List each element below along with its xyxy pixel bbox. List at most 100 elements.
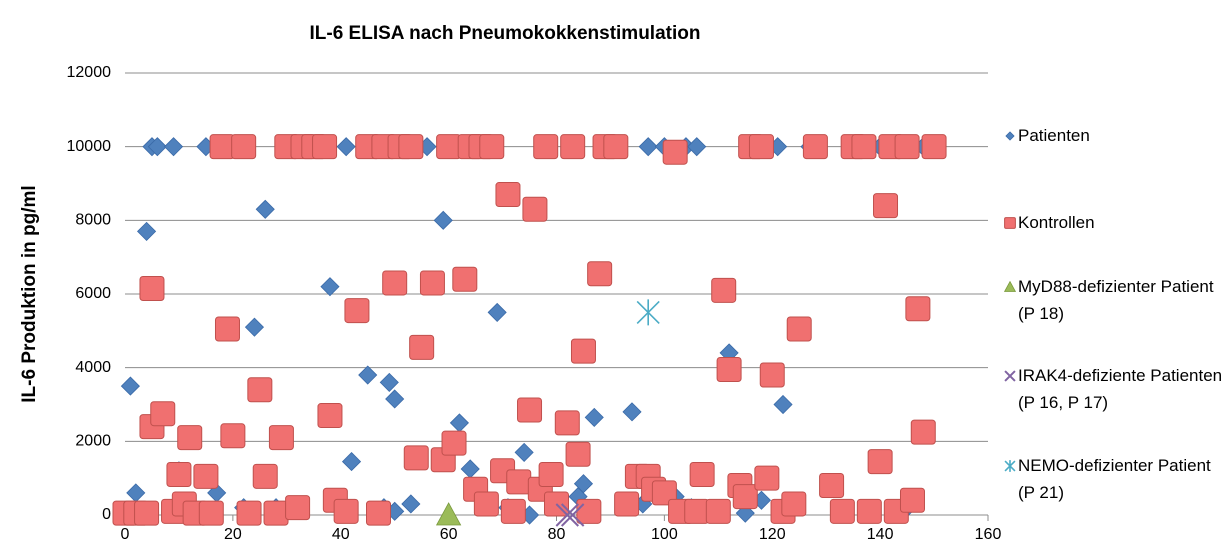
point <box>452 266 478 292</box>
point <box>495 182 521 208</box>
point <box>560 134 586 160</box>
point <box>538 461 564 487</box>
x-tick-label: 20 <box>224 526 242 543</box>
point <box>285 495 311 521</box>
point <box>614 491 640 517</box>
point <box>366 500 392 526</box>
point <box>382 270 408 296</box>
point <box>403 445 429 471</box>
point <box>460 459 480 479</box>
point <box>856 498 882 524</box>
point <box>921 134 947 160</box>
point <box>333 498 359 524</box>
point <box>910 419 936 445</box>
point <box>732 484 758 510</box>
point <box>312 134 338 160</box>
point <box>506 469 532 495</box>
y-axis-label: IL-6 Produktion in pg/ml <box>19 185 40 402</box>
point <box>336 137 356 157</box>
point <box>487 302 507 322</box>
point <box>139 275 165 301</box>
legend-marker <box>1004 460 1016 472</box>
point <box>177 425 203 451</box>
point <box>120 376 140 396</box>
legend-label: Patienten <box>1018 126 1090 145</box>
point <box>166 461 192 487</box>
point <box>150 401 176 427</box>
point <box>479 134 505 160</box>
point <box>554 410 580 436</box>
point <box>773 394 793 415</box>
legend-label: MyD88-defizienter Patient (P 18) <box>1018 277 1214 323</box>
point <box>1004 370 1016 382</box>
y-tick-label: 6000 <box>75 285 111 302</box>
point <box>134 500 160 526</box>
point <box>268 425 294 451</box>
point <box>137 221 157 241</box>
point <box>819 473 845 499</box>
point <box>435 502 462 526</box>
point <box>716 357 742 383</box>
legend-entry: Patienten <box>1004 122 1229 149</box>
point <box>441 430 467 456</box>
legend-marker <box>1004 281 1016 292</box>
point <box>584 407 604 427</box>
point <box>565 441 591 467</box>
x-tick-label: 100 <box>651 526 678 543</box>
point <box>436 134 462 160</box>
point <box>570 338 596 364</box>
point <box>449 413 469 433</box>
y-tick-label: 4000 <box>75 359 111 376</box>
point <box>555 503 579 527</box>
point <box>603 134 629 160</box>
point <box>754 465 780 491</box>
point <box>255 199 275 219</box>
point <box>147 137 167 157</box>
point <box>126 483 146 503</box>
point <box>781 491 807 517</box>
legend-marker <box>1004 217 1016 229</box>
y-tick-label: 12000 <box>67 64 112 81</box>
y-tick-label: 10000 <box>67 138 112 155</box>
point <box>220 423 246 449</box>
point <box>163 137 184 157</box>
point <box>517 397 543 423</box>
chart-title: IL-6 ELISA nach Pneumokokkenstimulation <box>310 23 701 44</box>
x-tick-label: 80 <box>548 526 566 543</box>
point <box>687 137 707 157</box>
point <box>379 372 399 392</box>
point <box>344 298 370 324</box>
legend-label: IRAK4-defiziente Patienten (P 16, P 17) <box>1018 366 1223 412</box>
legend-entry: IRAK4-defiziente Patienten (P 16, P 17) <box>1004 362 1229 416</box>
point <box>320 277 340 297</box>
point <box>894 134 920 160</box>
point <box>638 137 658 157</box>
point <box>263 500 289 526</box>
legend-label: NEMO-defizienter Patient (P 21) <box>1018 456 1211 502</box>
point <box>244 317 265 337</box>
point <box>786 316 812 342</box>
point <box>533 134 559 160</box>
point <box>651 480 677 506</box>
point <box>867 449 893 475</box>
point <box>905 296 931 322</box>
point <box>711 277 737 303</box>
point <box>759 362 785 388</box>
point <box>1004 460 1016 472</box>
point <box>341 452 362 472</box>
point <box>689 461 715 487</box>
point <box>247 377 273 403</box>
point <box>198 500 224 526</box>
point <box>873 193 899 219</box>
point <box>1004 217 1016 229</box>
point <box>748 134 774 160</box>
point <box>500 498 526 524</box>
legend-entry: Kontrollen <box>1004 209 1229 236</box>
x-tick-label: 120 <box>759 526 786 543</box>
point <box>705 498 731 524</box>
point <box>401 494 421 514</box>
y-tick-label: 8000 <box>75 212 111 229</box>
point <box>236 500 262 526</box>
